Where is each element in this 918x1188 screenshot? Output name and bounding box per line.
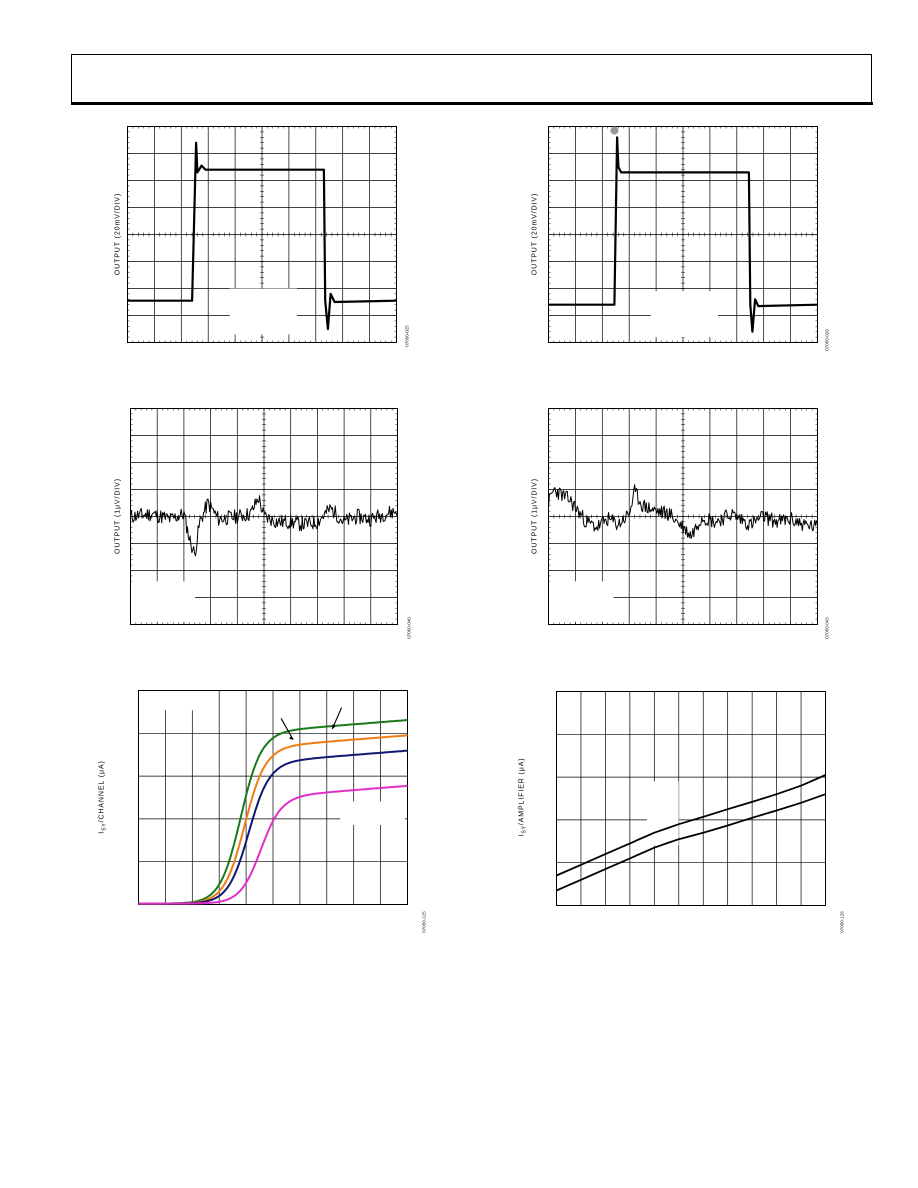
plot-border <box>548 126 818 343</box>
label-mask <box>139 691 218 711</box>
label-mask <box>646 781 679 846</box>
label-mask <box>131 581 196 622</box>
figure-id: 07050-025 <box>404 325 410 347</box>
figure-id: 07050-126 <box>839 911 845 933</box>
annotation-arrowhead <box>289 735 294 740</box>
label-mask <box>650 291 718 338</box>
series-line-1 <box>556 774 826 877</box>
trigger-marker <box>610 126 619 135</box>
panel-supply-current-vs-temperature <box>556 691 826 906</box>
annotation-arrowhead <box>332 724 336 730</box>
panel-noise-2 <box>548 408 818 625</box>
y-axis-label-sub: SY <box>101 822 108 831</box>
label-mask <box>229 288 297 335</box>
series-line-1 <box>548 136 818 333</box>
series-line-4 <box>138 784 408 905</box>
y-axis-label: OUTPUT (1μV/DIV) <box>531 478 539 554</box>
panel-supply-current-vs-voltage <box>138 690 408 905</box>
panel-noise-1 <box>130 408 398 625</box>
plot-border <box>127 126 397 343</box>
y-axis-label: OUTPUT (20mV/DIV) <box>114 192 122 276</box>
label-mask <box>557 692 581 712</box>
plot-border <box>556 691 826 906</box>
y-axis-label-sub: SY <box>521 825 528 834</box>
series-line-1 <box>548 484 818 539</box>
panel-step-response-1 <box>127 126 397 343</box>
y-axis-label: ISY/AMPLIFIER (μA) <box>518 757 527 836</box>
y-axis-label-main: I <box>518 833 526 837</box>
y-axis-label-main: I <box>98 830 106 834</box>
plot-border <box>138 690 408 905</box>
figure-id: 07050-125 <box>421 911 427 933</box>
y-axis-label: OUTPUT (1μV/DIV) <box>114 478 122 554</box>
page-header-box <box>71 54 872 102</box>
y-axis-label: OUTPUT (20mV/DIV) <box>531 192 539 276</box>
y-axis-label-rest: /CHANNEL (μA) <box>98 760 106 823</box>
y-axis-label: ISY/CHANNEL (μA) <box>98 760 107 834</box>
figure-id: 07050-043 <box>824 617 830 639</box>
series-line-1 <box>127 141 397 331</box>
label-mask <box>549 581 614 622</box>
y-axis-label-rest: /AMPLIFIER (μA) <box>518 757 526 826</box>
panel-step-response-2 <box>548 126 818 343</box>
figure-id: 07050-040 <box>406 617 412 639</box>
series-line-2 <box>556 793 826 892</box>
series-line-1 <box>130 495 398 557</box>
figure-id: 07050-028 <box>824 329 830 351</box>
label-mask <box>340 801 405 825</box>
plot-border <box>548 408 818 625</box>
page-header-rule <box>71 102 873 105</box>
